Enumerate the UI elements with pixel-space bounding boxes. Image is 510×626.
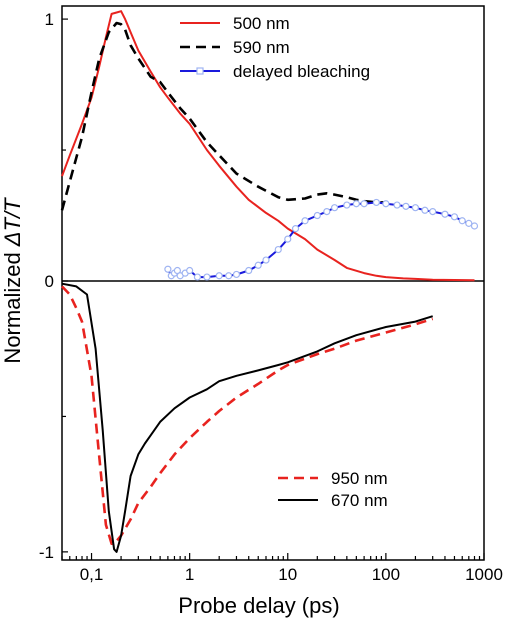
legend-label: 590 nm bbox=[233, 38, 290, 57]
y-tick-label: -1 bbox=[39, 543, 54, 562]
y-tick-label: 0 bbox=[45, 272, 54, 291]
data-point bbox=[262, 256, 270, 264]
series-line bbox=[60, 21, 386, 211]
data-point bbox=[352, 200, 360, 208]
y-tick-label: 1 bbox=[45, 10, 54, 29]
data-point bbox=[193, 273, 202, 281]
data-point bbox=[382, 200, 390, 208]
data-point bbox=[372, 198, 380, 207]
x-tick-label: 100 bbox=[372, 565, 400, 584]
data-point bbox=[343, 201, 351, 209]
data-point bbox=[225, 272, 233, 280]
x-tick-label: 10 bbox=[278, 565, 297, 584]
x-tick-label: 0,1 bbox=[80, 565, 104, 584]
data-point bbox=[402, 202, 410, 210]
data-point bbox=[458, 217, 466, 225]
legend-marker bbox=[196, 67, 204, 75]
series-line bbox=[61, 285, 434, 546]
x-axis-title: Probe delay (ps) bbox=[178, 593, 339, 618]
data-point bbox=[291, 225, 300, 233]
y-axis-title-prefix: Normalized bbox=[0, 246, 25, 363]
data-point bbox=[186, 266, 194, 275]
data-point bbox=[284, 235, 292, 243]
legend-label: delayed bleaching bbox=[233, 62, 370, 81]
data-point bbox=[441, 210, 449, 218]
data-point bbox=[254, 261, 262, 269]
data-point bbox=[450, 213, 459, 221]
plot-border bbox=[61, 5, 485, 561]
legend-label: 500 nm bbox=[233, 14, 290, 33]
x-tick-label: 1 bbox=[185, 565, 194, 584]
series-line bbox=[167, 201, 475, 279]
y-axis-title-symbol: ΔT/T bbox=[0, 197, 25, 247]
legend-label: 950 nm bbox=[331, 469, 388, 488]
y-axis-title: Normalized ΔT/T bbox=[0, 197, 25, 364]
legend-layer: 500 nm 590 nm delayed bleaching 950 nm 670 n… bbox=[180, 14, 388, 510]
x-tick-label: 1000 bbox=[465, 565, 503, 584]
data-point bbox=[330, 204, 339, 212]
data-point bbox=[421, 206, 429, 214]
legend-label: 670 nm bbox=[331, 491, 388, 510]
data-point bbox=[245, 266, 253, 275]
data-point bbox=[411, 204, 420, 212]
data-point bbox=[429, 207, 437, 216]
data-point bbox=[313, 211, 321, 220]
series-layer bbox=[60, 10, 479, 553]
data-point bbox=[274, 245, 282, 254]
data-point bbox=[323, 207, 331, 216]
data-point bbox=[232, 270, 241, 279]
data-point bbox=[393, 201, 401, 209]
data-point bbox=[360, 200, 368, 208]
data-point bbox=[301, 217, 309, 225]
data-point bbox=[465, 219, 473, 227]
data-point bbox=[203, 273, 211, 281]
data-point bbox=[470, 222, 479, 230]
series-line bbox=[61, 10, 475, 282]
series-line bbox=[61, 282, 433, 553]
data-point bbox=[215, 272, 223, 280]
data-point bbox=[164, 265, 172, 273]
plot-frame bbox=[61, 5, 485, 561]
